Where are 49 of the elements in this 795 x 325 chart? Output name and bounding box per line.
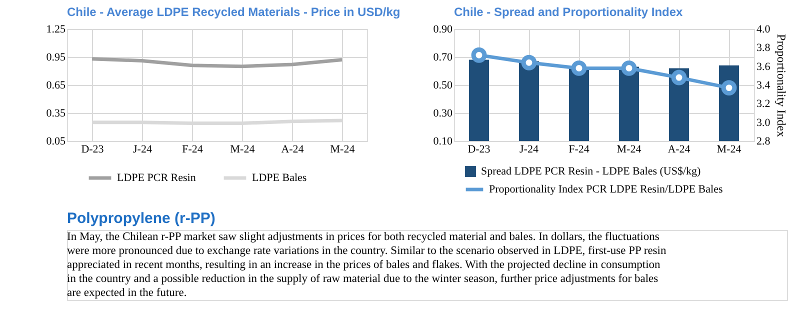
text: are expected in the future. [67,287,187,299]
x-tick-label: M-24 [716,144,742,156]
y2-tick-label: 4.0 [756,24,771,36]
legend-label: Proportionality Index PCR LDPE Resin/LDPE Bales [489,184,723,196]
x-tick-label: M-24 [230,144,256,156]
y2-tick-label: 3.2 [756,98,770,110]
x-tick-label: M-24 [330,144,356,156]
x-tick-label: M-24 [616,144,642,156]
line-series [90,57,344,68]
y-tick-label: 0.70 [433,52,453,64]
point [571,60,587,76]
legend-label: Spread LDPE PCR Resin - LDPE Bales (US$/kg) [481,166,702,178]
point [721,80,737,96]
text: were more pronounced due to exchange rate variations in the country. Similar to the scenario observed in LDPE, first-use PP resin [67,245,666,257]
y-tick-label: 0.35 [46,108,66,120]
y-tick-label: 0.50 [433,80,453,92]
y-tick-label: 1.25 [46,24,66,36]
chart-title: Chile - Spread and Proportionality Index [454,5,684,19]
y2-axis-title: Proportionality Index [774,34,788,137]
y2-tick-label: 3.4 [756,80,771,92]
x-tick-label: A-24 [668,144,691,156]
y-tick-label: 0.30 [433,108,453,120]
point [621,60,637,76]
y2-tick-label: 3.8 [756,42,771,54]
x-tick-label: F-24 [568,144,590,156]
x-tick-label: A-24 [281,144,304,156]
y2-tick-label: 3.6 [756,60,771,73]
x-tick-label: D-23 [81,144,104,156]
x-tick-label: F-24 [182,144,204,156]
y-tick-label: 0.90 [433,24,453,36]
text: in the country and a possible reduction in the supply of raw material due to the winter season, further price adjustments for bales [67,273,659,285]
point [671,70,687,86]
legend-label: LDPE Bales [252,172,307,184]
y2-tick-label: 3.0 [756,116,771,129]
y-tick-label: 0.05 [46,136,66,148]
y-tick-label: 0.10 [433,136,453,148]
text: In May, the Chilean r-PP market saw slight adjustments in prices for both recycled material and bales. In dollars, the fluctuations [67,231,660,243]
y-tick-label: 0.65 [46,80,66,92]
x-tick-label: J-24 [133,144,152,156]
point [471,47,487,63]
text: appreciated in recent months, resulting in an increase in the prices of bales and flakes. With the projected decline in consumption [67,259,661,271]
y2-tick-label: 2.8 [756,136,771,148]
y-tick-label: 0.95 [46,52,66,64]
legend-label: LDPE PCR Resin [117,172,196,184]
x-tick-label: J-24 [520,144,539,156]
point [521,54,537,70]
text: Polypropylene (r-PP) [67,210,216,227]
x-tick-label: D-23 [468,144,491,156]
chart-title: Chile - Average LDPE Recycled Materials - Price in USD/kg [67,5,400,19]
